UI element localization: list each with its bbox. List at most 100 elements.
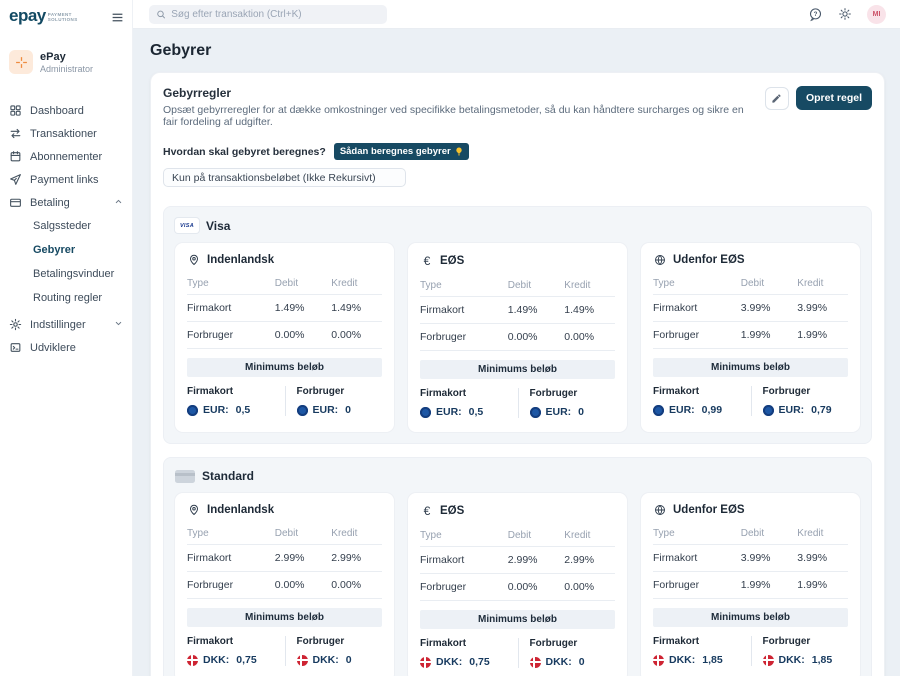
sidebar-item-udviklere[interactable]: Udviklere <box>0 336 132 359</box>
table-header-row: Type Debit Kredit <box>653 522 848 545</box>
table-row: Firmakort 1.49% 1.49% <box>420 296 615 324</box>
minimum-amount: 0 <box>345 404 352 416</box>
column-type: Type <box>187 522 275 545</box>
minimum-item: Forbruger EUR: 0 <box>284 386 383 416</box>
minimums-header: Minimums beløb <box>187 358 382 377</box>
lightbulb-icon <box>456 147 462 156</box>
fee-table: Type Debit Kredit Firmakort 2.99% 2.99% … <box>420 524 615 601</box>
currency-code: DKK: <box>778 654 805 666</box>
minimum-label: Firmakort <box>653 386 700 397</box>
minimum-label: Forbruger <box>296 636 345 647</box>
currency-coin-icon <box>653 654 664 666</box>
currency-coin-icon <box>529 656 541 668</box>
currency-code: DKK: <box>669 654 696 666</box>
cell-kredit: 0.00% <box>564 573 615 601</box>
column-type: Type <box>653 522 741 545</box>
globe-icon <box>653 254 667 266</box>
search-input[interactable] <box>171 8 380 20</box>
cell-type: Forbruger <box>187 321 275 349</box>
minimum-amount: 0,75 <box>469 656 490 668</box>
sidebar: epay PAYMENT SOLUTIONS ePay Administrator… <box>0 0 133 676</box>
cell-kredit: 3.99% <box>797 544 848 572</box>
currency-code: EUR: <box>669 404 695 416</box>
minimum-label: Forbruger <box>762 386 811 397</box>
column-debit: Debit <box>507 274 565 297</box>
theme-sun-icon[interactable] <box>838 7 852 21</box>
search-box[interactable] <box>149 4 387 24</box>
fee-hint-badge[interactable]: Sådan beregnes gebyrer <box>333 143 469 160</box>
currency-code: DKK: <box>545 656 572 668</box>
cell-debit: 3.99% <box>740 544 798 572</box>
minimums-header: Minimums beløb <box>653 608 848 627</box>
minimum-item: Firmakort DKK: 0,75 <box>187 636 285 666</box>
currency-coin-icon <box>529 406 541 418</box>
sidebar-item-transaktioner[interactable]: Transaktioner <box>0 122 132 145</box>
sidebar-item-routing-regler[interactable]: Routing regler <box>33 292 103 304</box>
cell-debit: 1.99% <box>740 321 798 349</box>
sidebar-item-betalingsvinduer[interactable]: Betalingsvinduer <box>33 268 115 280</box>
fee-table: Type Debit Kredit Firmakort 1.49% 1.49% … <box>420 274 615 351</box>
column-debit: Debit <box>274 272 332 295</box>
help-chat-icon[interactable]: ? <box>808 7 823 22</box>
edit-button[interactable] <box>764 86 789 110</box>
minimum-amount: 0,5 <box>235 404 251 416</box>
cell-type: Forbruger <box>653 571 741 599</box>
column-type: Type <box>420 274 508 297</box>
currency-code: EUR: <box>778 404 805 416</box>
fee-calculation-select[interactable]: Kun på transaktionsbeløbet (Ikke Rekursi… <box>163 168 406 187</box>
minimum-amount: 0,75 <box>236 654 257 666</box>
section-title: Visa <box>206 218 231 233</box>
cell-kredit: 0.00% <box>564 323 615 351</box>
sidebar-item-betaling[interactable]: Betaling <box>0 191 132 214</box>
brand-text: epay <box>9 6 46 25</box>
sidebar-nav: Dashboard Transaktioner Abonnementer Pay… <box>0 99 132 359</box>
main-content: Gebyrer Gebyrregler Opsæt gebyrreregler … <box>133 29 900 676</box>
create-rule-button[interactable]: Opret regel <box>795 86 872 110</box>
settings-icon <box>9 318 22 331</box>
sidebar-item-payment-links[interactable]: Payment links <box>0 168 132 191</box>
table-row: Firmakort 3.99% 3.99% <box>653 544 848 572</box>
column-kredit: Kredit <box>331 522 382 545</box>
cell-type: Firmakort <box>187 544 275 572</box>
fee-card-title: Indenlandsk <box>207 504 275 516</box>
sidebar-item-salgssteder[interactable]: Salgssteder <box>33 220 92 232</box>
minimum-label: Firmakort <box>187 636 234 647</box>
sidebar-item-indstillinger[interactable]: Indstillinger <box>0 313 132 336</box>
minimum-label: Firmakort <box>420 388 467 399</box>
currency-coin-icon <box>653 404 664 416</box>
sidebar-item-abonnementer[interactable]: Abonnementer <box>0 145 132 168</box>
table-row: Forbruger 0.00% 0.00% <box>420 323 615 351</box>
euro-icon: € <box>423 254 431 268</box>
table-row: Firmakort 3.99% 3.99% <box>653 294 848 322</box>
minimum-amount: 1,85 <box>811 654 833 666</box>
currency-code: EUR: <box>312 404 339 416</box>
column-debit: Debit <box>507 524 565 547</box>
minimums-header: Minimums beløb <box>653 358 848 377</box>
column-type: Type <box>187 272 275 295</box>
svg-text:?: ? <box>814 11 818 18</box>
currency-coin-icon <box>420 656 431 668</box>
sidebar-item-dashboard[interactable]: Dashboard <box>0 99 132 122</box>
user-avatar[interactable]: MI <box>867 4 886 24</box>
minimum-amount: 0,99 <box>701 404 723 416</box>
cell-kredit: 3.99% <box>797 294 848 322</box>
account-switcher[interactable]: ePay Administrator <box>9 50 123 74</box>
topbar: ? MI <box>133 0 900 29</box>
sidebar-toggle-icon[interactable] <box>111 9 124 29</box>
table-row: Forbruger 0.00% 0.00% <box>187 571 382 599</box>
fee-table: Type Debit Kredit Firmakort 3.99% 3.99% … <box>653 522 848 599</box>
currency-code: DKK: <box>203 654 230 666</box>
currency-code: EUR: <box>545 406 572 418</box>
cell-debit: 3.99% <box>740 294 798 322</box>
sidebar-item-gebyrer[interactable]: Gebyrer <box>33 244 76 256</box>
brand-subtext: PAYMENT SOLUTIONS <box>47 12 78 22</box>
table-row: Forbruger 0.00% 0.00% <box>420 573 615 601</box>
cell-debit: 2.99% <box>274 544 332 572</box>
table-row: Forbruger 1.99% 1.99% <box>653 571 848 599</box>
minimums-grid: Firmakort DKK: 1,85 Forbruger DKK: 1,85 <box>653 636 848 666</box>
column-kredit: Kredit <box>797 272 848 295</box>
payment-icon <box>10 198 21 207</box>
minimums-grid: Firmakort DKK: 0,75 Forbruger DKK: 0 <box>187 636 382 666</box>
minimum-item: Firmakort EUR: 0,5 <box>420 388 518 418</box>
search-icon <box>157 10 166 18</box>
